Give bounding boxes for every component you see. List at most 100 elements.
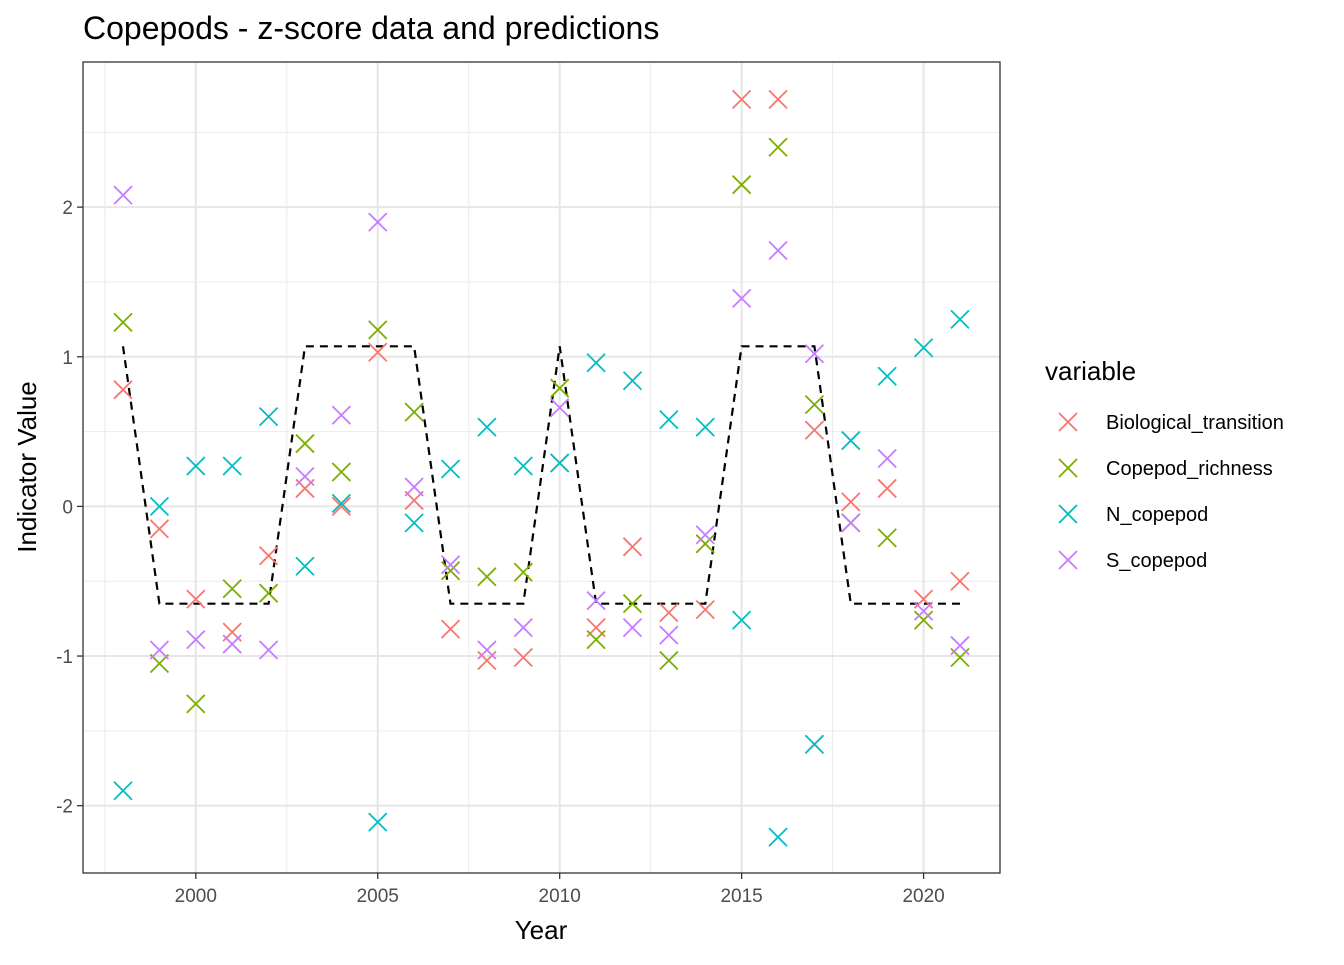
legend-key-copepod-richness bbox=[1058, 458, 1078, 478]
point-biological-transition bbox=[659, 603, 679, 623]
point-s-copepod bbox=[913, 601, 934, 621]
point-biological-transition bbox=[331, 496, 351, 517]
x-tick-label: 2000 bbox=[175, 886, 217, 907]
grid-major bbox=[83, 62, 1000, 873]
point-copepod-richness bbox=[186, 694, 206, 714]
point-s-copepod bbox=[804, 344, 825, 364]
point-s-copepod bbox=[331, 405, 351, 425]
point-s-copepod bbox=[586, 591, 606, 611]
point-s-copepod bbox=[113, 185, 133, 205]
point-copepod-richness bbox=[695, 534, 715, 554]
x-tick-label: 2015 bbox=[720, 886, 762, 907]
legend-label: N_copepod bbox=[1106, 504, 1208, 526]
point-biological-transition bbox=[368, 342, 388, 362]
point-biological-transition bbox=[622, 537, 643, 557]
y-tick-label: 1 bbox=[62, 348, 73, 369]
prediction-line bbox=[121, 345, 960, 605]
legend-key-s-copepod bbox=[1058, 550, 1078, 570]
point-biological-transition bbox=[695, 600, 715, 620]
point-n-copepod bbox=[659, 409, 679, 430]
plot-border bbox=[82, 61, 1001, 874]
point-biological-transition bbox=[258, 546, 279, 566]
point-n-copepod bbox=[113, 781, 133, 801]
point-copepod-richness bbox=[258, 583, 279, 603]
point-biological-transition bbox=[804, 420, 825, 440]
y-tick-label: 0 bbox=[62, 497, 73, 518]
point-n-copepod bbox=[586, 353, 606, 373]
point-n-copepod bbox=[477, 417, 497, 437]
x-tick-label: 2010 bbox=[539, 886, 581, 907]
x-tick-label: 2005 bbox=[357, 886, 399, 907]
point-biological-transition bbox=[149, 519, 170, 539]
point-n-copepod bbox=[950, 309, 970, 330]
point-n-copepod bbox=[258, 406, 279, 427]
point-copepod-richness bbox=[622, 594, 643, 614]
point-n-copepod bbox=[440, 459, 461, 479]
x-axis: 2000 2005 2010 2015 2020 bbox=[175, 873, 945, 907]
point-copepod-richness bbox=[586, 629, 606, 650]
point-s-copepod bbox=[149, 640, 170, 660]
point-n-copepod bbox=[295, 556, 315, 576]
point-s-copepod bbox=[841, 513, 861, 533]
point-s-copepod bbox=[659, 625, 679, 645]
chart-title: Copepods - z-score data and predictions bbox=[83, 10, 659, 46]
point-copepod-richness bbox=[331, 462, 351, 482]
point-copepod-richness bbox=[440, 561, 461, 581]
point-n-copepod bbox=[149, 496, 170, 517]
point-biological-transition bbox=[513, 647, 533, 668]
point-copepod-richness bbox=[913, 610, 934, 630]
y-axis-title: Indicator Value bbox=[12, 381, 42, 553]
point-copepod-richness bbox=[149, 653, 170, 674]
point-copepod-richness bbox=[404, 402, 424, 422]
point-biological-transition bbox=[950, 571, 970, 591]
point-copepod-richness bbox=[113, 312, 133, 332]
legend: variable Biological_transition Copepod_ri… bbox=[1045, 356, 1284, 572]
point-s-copepod bbox=[732, 288, 752, 309]
legend-label: Biological_transition bbox=[1106, 412, 1284, 434]
x-axis-title: Year bbox=[515, 915, 568, 945]
point-n-copepod bbox=[695, 417, 715, 437]
point-s-copepod bbox=[186, 629, 206, 650]
point-copepod-richness bbox=[550, 378, 570, 398]
point-n-copepod bbox=[768, 827, 788, 847]
point-s-copepod bbox=[295, 466, 315, 487]
point-n-copepod bbox=[186, 456, 206, 476]
point-s-copepod bbox=[222, 634, 242, 654]
point-n-copepod bbox=[368, 812, 388, 832]
point-copepod-richness bbox=[877, 528, 897, 548]
legend-label: Copepod_richness bbox=[1106, 458, 1273, 480]
point-biological-transition bbox=[186, 589, 206, 609]
point-s-copepod bbox=[695, 525, 715, 545]
point-s-copepod bbox=[477, 640, 497, 660]
point-s-copepod bbox=[950, 635, 970, 656]
point-s-copepod bbox=[622, 617, 643, 638]
point-biological-transition bbox=[732, 89, 752, 110]
prediction-layer bbox=[121, 345, 960, 605]
point-copepod-richness bbox=[513, 562, 533, 582]
point-n-copepod bbox=[732, 610, 752, 630]
point-n-copepod bbox=[877, 366, 897, 386]
point-n-copepod bbox=[222, 456, 242, 476]
point-n-copepod bbox=[404, 513, 424, 533]
point-biological-transition bbox=[477, 650, 497, 671]
point-biological-transition bbox=[440, 619, 461, 639]
point-n-copepod bbox=[841, 430, 861, 451]
point-s-copepod bbox=[877, 448, 897, 469]
point-biological-transition bbox=[404, 490, 424, 511]
point-biological-transition bbox=[768, 89, 788, 110]
point-copepod-richness bbox=[222, 579, 242, 599]
point-n-copepod bbox=[550, 453, 570, 473]
y-tick-label: 2 bbox=[62, 198, 73, 219]
legend-title: variable bbox=[1045, 356, 1136, 386]
point-copepod-richness bbox=[295, 433, 315, 454]
point-s-copepod bbox=[513, 617, 533, 638]
point-biological-transition bbox=[841, 492, 861, 512]
point-copepod-richness bbox=[659, 650, 679, 671]
point-copepod-richness bbox=[768, 137, 788, 157]
point-s-copepod bbox=[258, 640, 279, 660]
y-axis: -2 -1 0 1 2 bbox=[56, 198, 83, 818]
point-s-copepod bbox=[404, 477, 424, 497]
point-biological-transition bbox=[877, 478, 897, 499]
point-n-copepod bbox=[513, 456, 533, 476]
